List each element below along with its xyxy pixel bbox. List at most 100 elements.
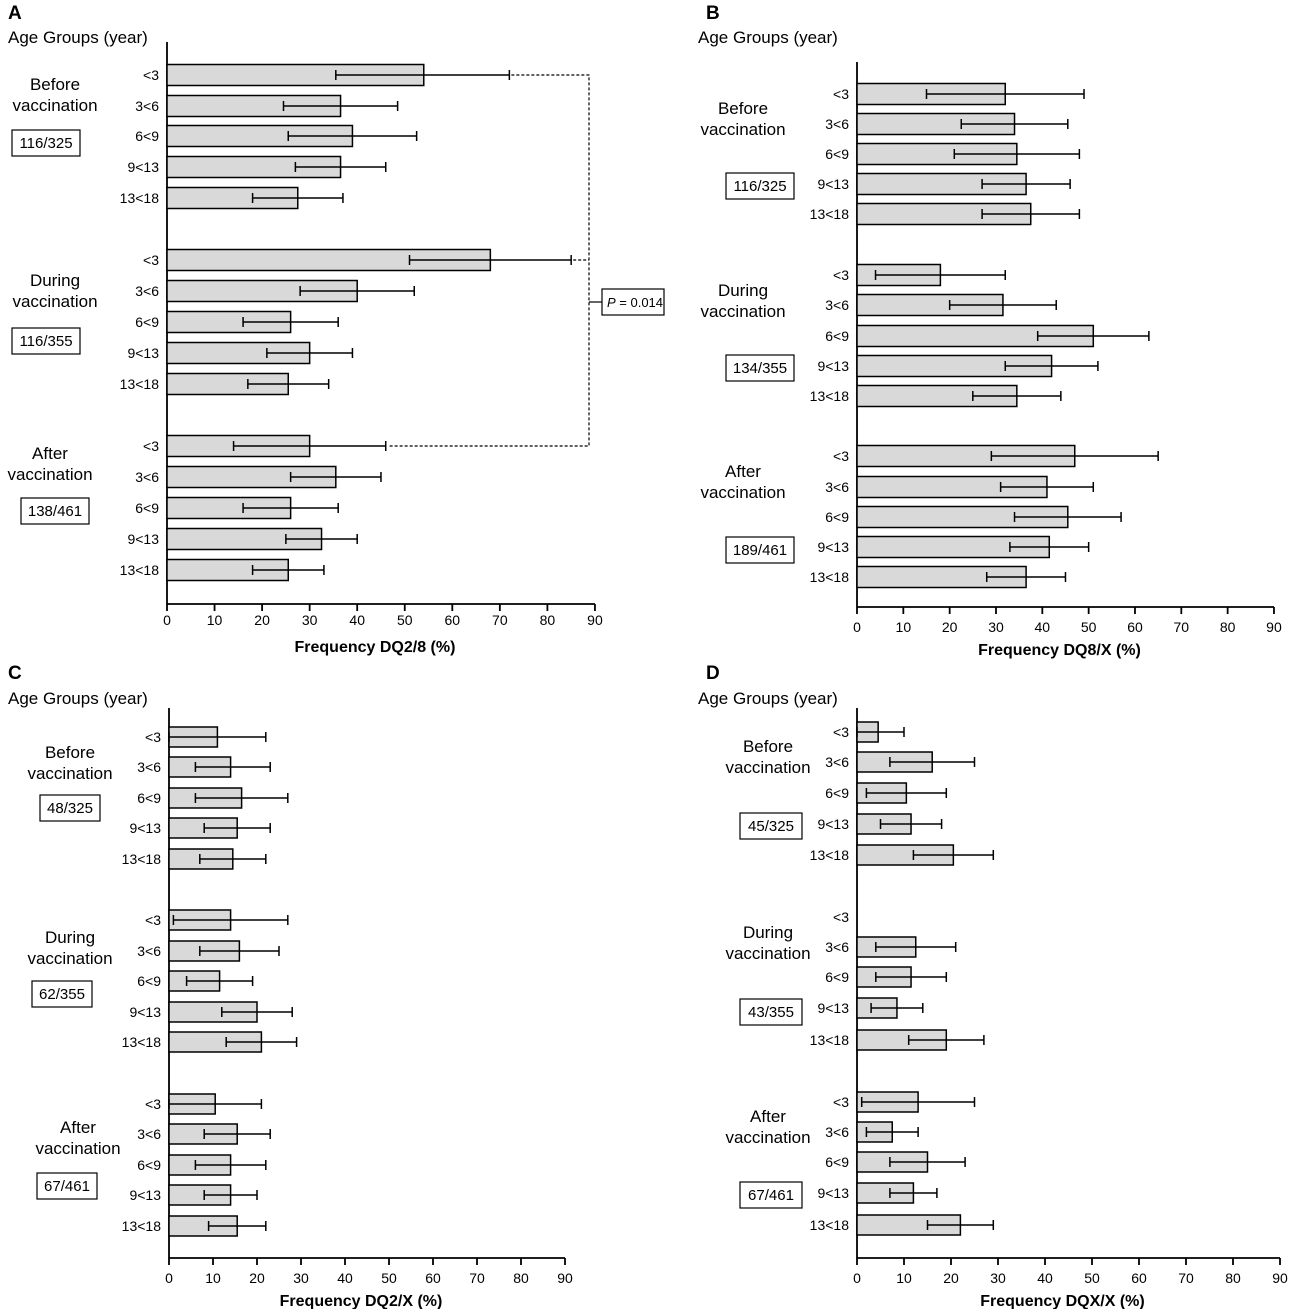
panel-d-group-3-category-label: <3 (833, 1094, 849, 1110)
panel-c-group-3-category-label: 9<13 (129, 1187, 161, 1203)
panel-a-p-value-box (601, 288, 665, 316)
panel-a-x-tick-label: 50 (397, 612, 413, 628)
panel-d-group-1-category-label: <3 (833, 724, 849, 740)
panel-c-group-3-label: vaccination (35, 1139, 120, 1158)
panel-d: D Age Groups (year) 0 10 20 30 40 50 60 70 80 90 Fre… (698, 663, 1288, 1309)
panel-b-group-3-category-label: <3 (833, 448, 849, 464)
panel-d-group-2-category-label: 6<9 (825, 969, 849, 985)
panel-c-group-2-label: During (45, 928, 95, 947)
panel-d-y-axis-title: Age Groups (year) (698, 689, 838, 708)
panel-b-letter: B (706, 3, 720, 24)
panel-c-group-1-category-label: 13<18 (122, 851, 162, 867)
panel-a-group-3-category-label: 3<6 (135, 469, 159, 485)
panel-b: B Age Groups (year) 0 10 20 30 40 50 60 70 80 90 Fre… (698, 3, 1282, 659)
panel-a-group-3-ratio-box (20, 497, 90, 525)
panel-a-x-tick-label: 90 (587, 612, 603, 628)
panel-d-x-tick-label: 90 (1272, 1270, 1288, 1286)
panel-a-group-2-category-label: 13<18 (120, 376, 160, 392)
panel-a: A Age Groups (year) 0 10 20 30 40 50 60 70 80 90 Fre… (7, 3, 665, 656)
panel-c-group-3-ratio-box (36, 1172, 98, 1200)
panel-c-x-tick-label: 50 (381, 1270, 397, 1286)
panel-d-group-3-label: vaccination (725, 1128, 810, 1147)
panel-d-group-1-category-label: 6<9 (825, 785, 849, 801)
panel-d-x-tick-label: 0 (853, 1270, 861, 1286)
panel-c-y-axis-title: Age Groups (year) (8, 689, 148, 708)
panel-d-x-tick-label: 50 (1084, 1270, 1100, 1286)
panel-c-group-2-category-label: 3<6 (137, 943, 161, 959)
panel-d-x-tick-label: 10 (896, 1270, 912, 1286)
panel-c-group-3-category-label: 6<9 (137, 1157, 161, 1173)
panel-a-group-2-category-label: 3<6 (135, 283, 159, 299)
panel-b-group-2-category-label: 9<13 (817, 358, 849, 374)
panel-c-x-tick-label: 40 (337, 1270, 353, 1286)
panel-a-group-1-category-label: 6<9 (135, 128, 159, 144)
panel-b-group-3-category-label: 3<6 (825, 479, 849, 495)
panel-d-group-2-ratio: 43/355 (748, 1004, 794, 1021)
panel-b-group-3-ratio-box (725, 536, 795, 564)
panel-a-group-3-category-label: 9<13 (127, 531, 159, 547)
panel-c-group-3-category-label: 3<6 (137, 1126, 161, 1142)
panel-a-group-2-label: During (30, 271, 80, 290)
panel-d-group-1-label: vaccination (725, 758, 810, 777)
panel-b-group-1-category-label: 6<9 (825, 146, 849, 162)
panel-b-group-2-category-label: 6<9 (825, 328, 849, 344)
panel-a-x-axis-label: Frequency DQ2/8 (%) (295, 639, 456, 656)
panel-d-group-2-label: During (743, 923, 793, 942)
panel-d-group-2-ratio-box (739, 998, 803, 1026)
panel-c-group-2-category-label: 13<18 (122, 1034, 162, 1050)
panel-c-group-3-category-label: 13<18 (122, 1218, 162, 1234)
panel-b-x-tick-label: 30 (988, 619, 1004, 635)
panel-d-letter: D (706, 663, 720, 684)
panel-c-letter: C (8, 663, 22, 684)
panel-d-group-1-category-label: 13<18 (810, 847, 850, 863)
panel-a-group-1-category-label: <3 (143, 67, 159, 83)
panel-a-x-tick-label: 0 (163, 612, 171, 628)
panel-d-x-tick-label: 80 (1225, 1270, 1241, 1286)
panel-d-group-3-category-label: 13<18 (810, 1217, 850, 1233)
panel-b-group-3-ratio: 189/461 (733, 542, 787, 559)
panel-a-group-2-ratio-box (11, 327, 81, 355)
panel-d-group-1-ratio-box (739, 812, 803, 840)
panel-a-group-1-ratio: 116/325 (19, 135, 72, 152)
panel-a-group-3-category-label: 13<18 (120, 562, 160, 578)
panel-a-group-2-category-label: <3 (143, 252, 159, 268)
panel-a-group-2-category-label: 9<13 (127, 345, 159, 361)
panel-b-group-2-ratio: 134/355 (733, 360, 787, 377)
panel-b-group-2-category-label: 3<6 (825, 297, 849, 313)
panel-b-x-tick-label: 60 (1127, 619, 1143, 635)
panel-d-group-1-category-label: 9<13 (817, 816, 849, 832)
panel-b-group-3-category-label: 6<9 (825, 509, 849, 525)
panel-d-group-1-ratio: 45/325 (748, 818, 794, 835)
panel-b-group-1-category-label: 9<13 (817, 176, 849, 192)
panel-a-group-1-label: vaccination (12, 96, 97, 115)
panel-d-group-2-label: vaccination (725, 944, 810, 963)
panel-a-group-3-label: After (32, 444, 68, 463)
panel-b-group-2-ratio-box (725, 354, 795, 382)
panel-a-group-1-label: Before (30, 75, 80, 94)
panel-d-x-tick-label: 70 (1178, 1270, 1194, 1286)
panel-d-group-3-label: After (750, 1107, 786, 1126)
panel-b-group-1-label: Before (718, 99, 768, 118)
panel-c-group-2-category-label: 6<9 (137, 973, 161, 989)
panel-b-group-1-label: vaccination (700, 120, 785, 139)
panel-a-group-1-ratio-box (11, 129, 81, 157)
panel-c-group-1-label: Before (45, 743, 95, 762)
panel-c-group-1-label: vaccination (27, 764, 112, 783)
panel-a-group-1-category-label: 3<6 (135, 98, 159, 114)
panel-a-x-tick-label: 40 (349, 612, 365, 628)
panel-c-group-2-label: vaccination (27, 949, 112, 968)
panel-c-x-tick-label: 20 (249, 1270, 265, 1286)
panel-b-x-tick-label: 70 (1174, 619, 1190, 635)
panel-a-group-1-category-label: 9<13 (127, 159, 159, 175)
panel-d-group-3-category-label: 6<9 (825, 1154, 849, 1170)
panel-b-group-3-label: vaccination (700, 483, 785, 502)
panel-b-group-2-category-label: 13<18 (810, 388, 850, 404)
panel-a-x-tick-label: 80 (540, 612, 556, 628)
panel-d-x-tick-label: 20 (943, 1270, 959, 1286)
panel-c-group-3-ratio: 67/461 (44, 1178, 90, 1195)
panel-a-x-tick-label: 30 (302, 612, 318, 628)
panel-a-group-3-category-label: 6<9 (135, 500, 159, 516)
panel-a-group-2-label: vaccination (12, 292, 97, 311)
panel-d-x-tick-label: 60 (1131, 1270, 1147, 1286)
panel-b-x-axis-label: Frequency DQ8/X (%) (978, 642, 1141, 659)
